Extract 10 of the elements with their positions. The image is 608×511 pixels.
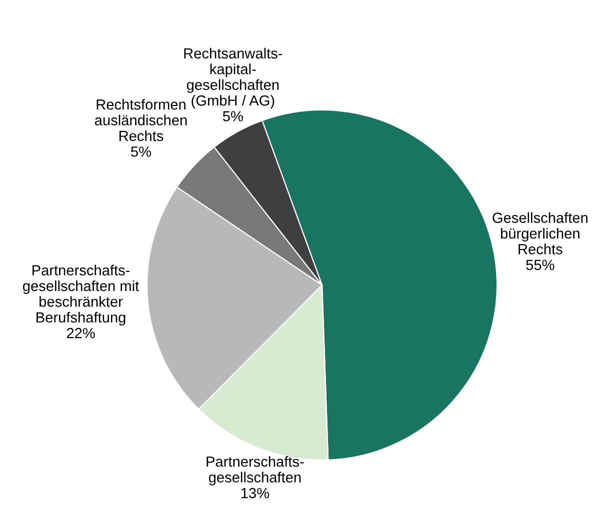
slice-label: Gesellschaften bürgerlichen Rechts	[492, 212, 588, 254]
data-label: 5%	[222, 111, 243, 122]
slice-label: Rechtsformen ausländischen Rechts	[95, 98, 187, 142]
data-label: 13%	[241, 488, 270, 498]
slice-label: Partnerschafts- gesellschaften	[206, 456, 304, 486]
data-label: 5%	[131, 146, 152, 157]
data-label: 22%	[66, 328, 95, 338]
slice-label: Rechtsanwalts- kapital- gesellschaften (GmbH / AG)	[184, 48, 282, 109]
slice-label: Partnerschafts- gesellschaften mit beschränkter Berufshaftung	[23, 264, 140, 326]
data-label: 55%	[526, 260, 554, 270]
